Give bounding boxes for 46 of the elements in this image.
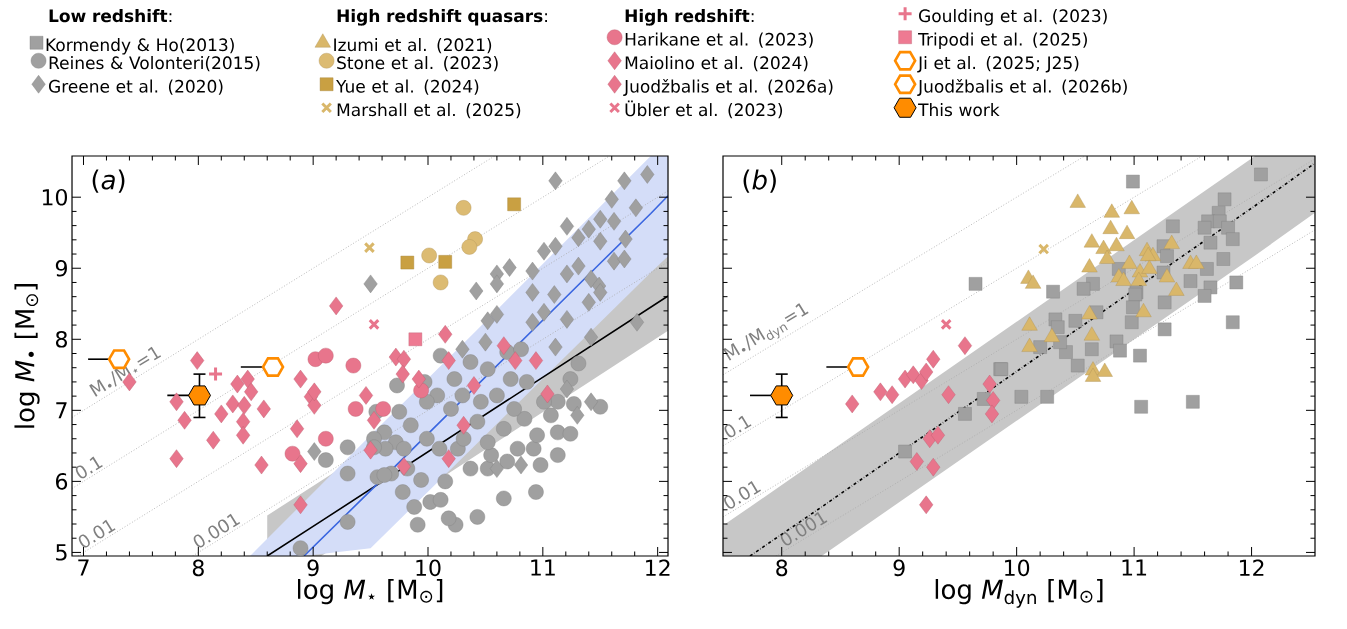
annotation: (b): [743, 169, 776, 193]
x-tick-label: 11: [531, 559, 555, 576]
legend-label: Juodžbalis et al. (2026a): [623, 78, 833, 96]
legend-label: Übler et al. (2023): [625, 100, 783, 119]
x-tick-label: 9: [307, 559, 319, 577]
annotation: M$_{•}$/M$_{dyn}$=1: [723, 303, 809, 361]
x-axis-title: log M$_{dyn}$ [M$_{⊙}$]: [935, 579, 1103, 608]
legend-label: Tripodi et al. (2025): [918, 32, 1087, 50]
y-tick-label: 10: [42, 188, 68, 206]
annotation: 0.1: [724, 415, 752, 438]
annotation: 0.01: [724, 481, 761, 509]
legend-label: Reines & Volonteri(2015): [49, 56, 260, 72]
legend-label: Ji et al. (2025; J25): [917, 56, 1079, 73]
y-tick-label: 5: [56, 544, 67, 561]
legend-label: Izumi et al. (2021): [334, 38, 492, 54]
text: Low redshift:: [49, 9, 172, 23]
x-tick-label: 11: [1122, 559, 1147, 576]
text: High redshift:: [625, 9, 754, 26]
legend-label: Marshall et al. (2025): [337, 103, 521, 119]
x-tick-label: 8: [776, 559, 788, 577]
legend-label: Goulding et al. (2023): [919, 9, 1107, 26]
legend-label: Juodžbalis et al. (2026b): [917, 78, 1127, 96]
y-tick-label: 7: [56, 402, 67, 419]
legend-label: Harikane et al. (2023): [625, 32, 813, 48]
y-tick-label: 8: [55, 330, 67, 348]
x-tick-label: 10: [416, 559, 441, 577]
annotation: 0.1: [75, 456, 103, 479]
legend-label: Maiolino et al. (2024): [625, 56, 808, 72]
x-tick-label: 10: [1005, 559, 1030, 577]
legend-label: Yue et al. (2024): [336, 79, 479, 95]
legend-label: This work: [918, 103, 1000, 117]
y-tick-label: 6: [56, 473, 68, 490]
x-tick-label: 12: [1239, 559, 1264, 576]
x-tick-label: 7: [78, 559, 89, 576]
annotation: (a): [92, 169, 125, 193]
x-tick-label: 12: [646, 559, 670, 576]
legend-label: Stone et al. (2023): [337, 56, 498, 72]
y-axis-title: log M$_{•}$ [M$_{⊙}$]: [14, 284, 40, 428]
x-tick-label: 9: [893, 559, 905, 577]
y-tick-label: 9: [55, 259, 67, 277]
annotation: 0.01: [78, 519, 116, 548]
x-tick-label: 8: [192, 559, 204, 577]
legend-label: Kormendy & Ho(2013): [46, 38, 234, 55]
text: High redshift quasars:: [337, 9, 547, 26]
x-axis-title: log M$_{⋆}$ [M$_{⊙}$]: [297, 579, 443, 605]
legend-label: Greene et al. (2020): [49, 79, 223, 95]
